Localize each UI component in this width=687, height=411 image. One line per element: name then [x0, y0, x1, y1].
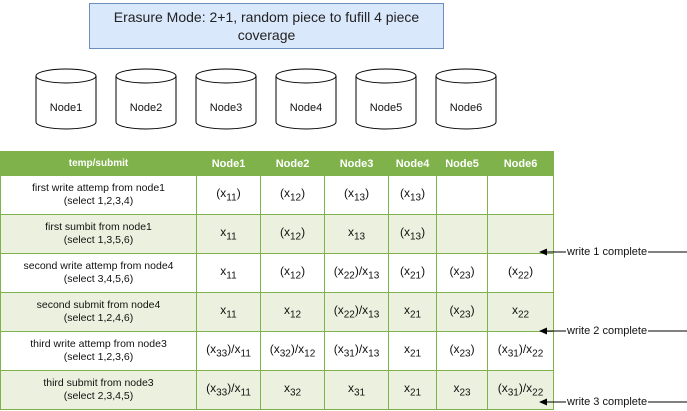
node-6-cell — [487, 214, 554, 254]
cylinder-icon — [355, 68, 417, 130]
node-5-cell: x23 — [436, 370, 488, 410]
row-label-cell: first sumbit from node1 (select 1,3,5,6) — [0, 214, 197, 254]
node-5-cell: (x23) — [436, 331, 488, 371]
node-4-cell: x21 — [388, 292, 437, 332]
node-5-cell — [436, 214, 488, 254]
node-1-cell: (x11) — [196, 175, 261, 215]
cylinder-icon — [195, 68, 257, 130]
marker-label: write 2 complete — [566, 324, 649, 338]
node-4-cell: (x13) — [388, 214, 437, 254]
node-4-cylinder: Node4 — [275, 68, 337, 130]
table-row: first sumbit from node1 (select 1,3,5,6) x… — [0, 214, 554, 254]
table-row: second write attemp from node4 (select 3,… — [0, 253, 554, 293]
cylinder-icon — [35, 68, 97, 130]
node-1-cell: (x33)/x11 — [196, 331, 261, 371]
node-3-cell: x13 — [324, 214, 389, 254]
marker-label: write 3 complete — [566, 395, 649, 409]
table-body: first write attemp from node1 (select 1,2… — [0, 175, 554, 410]
row-label-cell: third write attemp from node3 (select 1,2… — [0, 331, 197, 371]
node-2-cylinder: Node2 — [115, 68, 177, 130]
marker-write-2: write 2 complete — [538, 324, 687, 338]
node-1-cell: x11 — [196, 214, 261, 254]
node-1-cylinder: Node1 — [35, 68, 97, 130]
column-header: Node3 — [324, 151, 389, 176]
column-header: Node2 — [260, 151, 325, 176]
node-6-cell: (x31)/x22 — [487, 370, 554, 410]
title-line-1: Erasure Mode: 2+1, random piece to fufil… — [113, 9, 420, 25]
node-4-cell: x21 — [388, 331, 437, 371]
column-header: Node1 — [196, 151, 261, 176]
node-3-cylinder: Node3 — [195, 68, 257, 130]
node-6-cell: (x31)/x22 — [487, 331, 554, 371]
row-label-line-1: third submit from node3 — [43, 377, 154, 389]
row-label-line-2: (select 1,2,4,6) — [63, 312, 134, 324]
node-3-cell: x31 — [324, 370, 389, 410]
row-label-cell: second write attemp from node4 (select 3,… — [0, 253, 197, 293]
node-3-cell: (x31)/x13 — [324, 331, 389, 371]
table-row: third submit from node3 (select 2,3,4,5)(… — [0, 370, 554, 410]
node-6-cell: (x22) — [487, 253, 554, 293]
node-label: Node6 — [449, 102, 483, 114]
marker-write-1: write 1 complete — [538, 245, 687, 259]
node-1-cell: x11 — [196, 292, 261, 332]
column-header: Node5 — [436, 151, 488, 176]
table-header-row: temp/submit Node1 Node2 Node3 Node4 Node… — [0, 151, 554, 176]
node-label: Node4 — [289, 102, 323, 114]
marker-label: write 1 complete — [566, 245, 649, 259]
node-4-cell: (x13) — [388, 175, 437, 215]
row-label-line-1: first sumbit from node1 — [45, 221, 152, 233]
column-header: Node4 — [388, 151, 437, 176]
column-header: Node6 — [487, 151, 554, 176]
row-label-line-2: (select 1,2,3,6) — [63, 351, 134, 363]
node-2-cell: (x12) — [260, 175, 325, 215]
node-row: Node1 Node2 Node3 Node4 Node5 — [0, 68, 687, 132]
node-2-cell: x32 — [260, 370, 325, 410]
node-1-cell: (x33)/x11 — [196, 370, 261, 410]
column-header: temp/submit — [0, 151, 197, 176]
row-label-line-1: second write attemp from node4 — [23, 260, 174, 272]
node-label: Node3 — [209, 102, 243, 114]
row-label-cell: first write attemp from node1 (select 1,2… — [0, 175, 197, 215]
node-5-cylinder: Node5 — [355, 68, 417, 130]
row-label-line-2: (select 3,4,5,6) — [63, 273, 134, 285]
node-6-cell — [487, 175, 554, 215]
row-label-line-1: first write attemp from node1 — [31, 182, 166, 194]
table-row: second submit from node4 (select 1,2,4,6)… — [0, 292, 554, 332]
marker-write-3: write 3 complete — [538, 395, 687, 409]
row-label-line-1: third write attemp from node3 — [30, 338, 167, 350]
cylinder-icon — [275, 68, 337, 130]
row-label-line-2: (select 1,3,5,6) — [63, 234, 134, 246]
row-label-line-2: (select 2,3,4,5) — [63, 390, 134, 402]
node-1-cell: x11 — [196, 253, 261, 293]
table-row: first write attemp from node1 (select 1,2… — [0, 175, 554, 215]
node-2-cell: x12 — [260, 292, 325, 332]
node-3-cell: (x22)/x13 — [324, 253, 389, 293]
write-table: temp/submit Node1 Node2 Node3 Node4 Node… — [0, 151, 554, 410]
row-label-line-1: second submit from node4 — [36, 299, 161, 311]
table-row: third write attemp from node3 (select 1,2… — [0, 331, 554, 371]
node-3-cell: (x22)/x13 — [324, 292, 389, 332]
row-label-cell: third submit from node3 (select 2,3,4,5) — [0, 370, 197, 410]
cylinder-icon — [435, 68, 497, 130]
node-5-cell: (x23) — [436, 292, 488, 332]
cylinder-icon — [115, 68, 177, 130]
row-label-line-2: (select 1,2,3,4) — [63, 195, 134, 207]
node-4-cell: (x21) — [388, 253, 437, 293]
node-5-cell — [436, 175, 488, 215]
node-label: Node1 — [49, 102, 83, 114]
node-2-cell: (x12) — [260, 253, 325, 293]
title-line-2: coverage — [237, 27, 296, 43]
row-label-cell: second submit from node4 (select 1,2,4,6) — [0, 292, 197, 332]
node-6-cylinder: Node6 — [435, 68, 497, 130]
node-4-cell: x21 — [388, 370, 437, 410]
node-5-cell: (x23) — [436, 253, 488, 293]
node-3-cell: (x13) — [324, 175, 389, 215]
node-2-cell: (x12) — [260, 214, 325, 254]
node-label: Node5 — [369, 102, 403, 114]
node-2-cell: (x32)/x12 — [260, 331, 325, 371]
node-label: Node2 — [129, 102, 163, 114]
title-box: Erasure Mode: 2+1, random piece to fufil… — [89, 3, 444, 49]
